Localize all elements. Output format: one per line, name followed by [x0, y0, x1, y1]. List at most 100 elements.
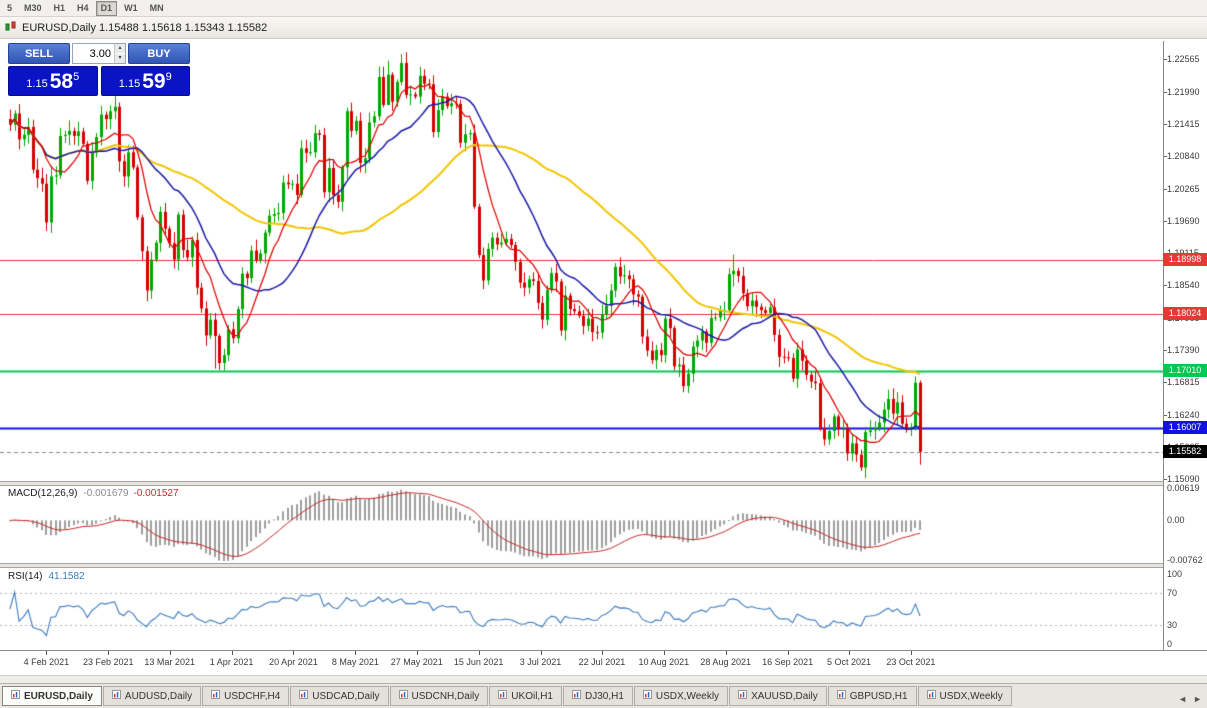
volume-spinner: ▴ ▾ [114, 44, 125, 63]
rsi-indicator-canvas[interactable] [0, 570, 1163, 648]
current-price-tag: 1.15582 [1163, 444, 1207, 458]
timeframe-button-h1[interactable]: H1 [53, 2, 66, 13]
timeframe-toolbar: 5 M30 H1 H4 D1 W1 MN [0, 0, 1207, 17]
timeframe-button-mn[interactable]: MN [149, 2, 164, 13]
tab-label: USDCHF,H4 [224, 690, 281, 702]
tab-chart-icon [738, 690, 748, 702]
tab-label: EURUSD,Daily [24, 690, 93, 702]
chart-tab-usdcad-daily[interactable]: USDCAD,Daily [290, 686, 389, 706]
chart-tab-usdchf-h4[interactable]: USDCHF,H4 [202, 686, 290, 706]
tab-label: XAUUSD,Daily [751, 690, 818, 702]
tabs-scroll-left-button[interactable]: ◄ [1178, 694, 1188, 704]
date-axis-tick [232, 651, 233, 655]
tab-scroll-arrows: ◄ ► [1178, 694, 1202, 704]
chart-title: EURUSD,Daily 1.15488 1.15618 1.15343 1.1… [22, 21, 268, 34]
horizontal-scrollbar[interactable] [0, 675, 1207, 683]
date-axis-label: 23 Feb 2021 [82, 657, 134, 667]
tab-chart-icon [398, 690, 408, 702]
chart-tab-usdcnh-daily[interactable]: USDCNH,Daily [389, 686, 489, 706]
date-axis-tick [911, 651, 912, 655]
tab-label: AUDUSD,Daily [124, 690, 193, 702]
macd-indicator-header: MACD(12,26,9) -0.001679 -0.001527 [8, 488, 179, 499]
timeframe-button-h4[interactable]: H4 [77, 2, 89, 13]
pane-divider[interactable] [0, 563, 1207, 568]
macd-main-value: -0.001679 [83, 488, 129, 499]
buy-price-head: 1.15 [118, 78, 141, 90]
volume-input[interactable]: 3.00 [89, 48, 111, 60]
date-axis-tick [541, 651, 542, 655]
tabs-scroll-right-button[interactable]: ► [1193, 694, 1202, 704]
date-axis-tick [849, 651, 850, 655]
main-chart-canvas[interactable] [0, 41, 1163, 481]
date-axis-label: 5 Oct 2021 [827, 657, 872, 667]
date-axis-label: 10 Aug 2021 [638, 657, 690, 667]
price-axis-label: 1.19690 [1167, 215, 1200, 226]
date-axis[interactable] [0, 650, 1207, 675]
date-axis-label: 23 Oct 2021 [886, 657, 936, 667]
date-axis-tick [726, 651, 727, 655]
volume-decrease-button[interactable]: ▾ [115, 54, 125, 63]
sell-price-display[interactable]: 1.15 58 5 [8, 66, 98, 96]
date-axis-tick [417, 651, 418, 655]
tab-label: USDX,Weekly [939, 690, 1003, 702]
hline-price-tag: 1.18024 [1163, 307, 1207, 321]
tab-chart-icon [498, 690, 508, 702]
chart-tab-ukoil-h1[interactable]: UKOil,H1 [489, 686, 562, 706]
tab-label: UKOil,H1 [511, 690, 553, 702]
rsi-name: RSI(14) [8, 571, 43, 582]
chart-window-icon [5, 21, 17, 35]
macd-name: MACD(12,26,9) [8, 488, 78, 499]
timeframe-button-w1[interactable]: W1 [124, 2, 138, 13]
chart-tab-usdx-weekly[interactable]: USDX,Weekly [917, 686, 1012, 706]
rsi-axis-label: 30 [1167, 619, 1178, 630]
tab-label: GBPUSD,H1 [849, 690, 908, 702]
tab-chart-icon [299, 690, 309, 702]
tab-chart-icon [571, 690, 581, 702]
chart-tab-usdx-weekly[interactable]: USDX,Weekly [633, 686, 729, 706]
timeframe-button-d1[interactable]: D1 [95, 0, 118, 16]
price-axis-tick [1164, 59, 1167, 60]
date-axis-tick [355, 651, 356, 655]
price-axis-label: 1.17390 [1167, 345, 1200, 356]
pane-divider[interactable] [0, 481, 1207, 486]
tab-chart-icon [642, 690, 652, 702]
timeframe-button-m30[interactable]: M30 [24, 2, 42, 13]
date-axis-label: 4 Feb 2021 [23, 657, 70, 667]
volume-increase-button[interactable]: ▴ [115, 44, 125, 54]
chart-tab-audusd-daily[interactable]: AUDUSD,Daily [102, 686, 202, 706]
price-axis-tick [1164, 92, 1167, 93]
tab-label: USDCNH,Daily [411, 690, 480, 702]
price-axis-tick [1164, 189, 1167, 190]
macd-axis-label: -0.00762 [1167, 555, 1203, 566]
macd-indicator-canvas[interactable] [0, 487, 1163, 561]
chart-tab-dj30-h1[interactable]: DJ30,H1 [562, 686, 633, 706]
price-axis-tick [1164, 156, 1167, 157]
date-axis-tick [479, 651, 480, 655]
timeframe-button-5[interactable]: 5 [7, 2, 13, 13]
tab-label: USDX,Weekly [655, 690, 720, 702]
date-axis-tick [293, 651, 294, 655]
price-axis-tick [1164, 415, 1167, 416]
buy-price-display[interactable]: 1.15 59 9 [100, 66, 190, 96]
macd-axis-label: 0.00619 [1167, 483, 1200, 494]
date-axis-tick [602, 651, 603, 655]
date-axis-label: 8 May 2021 [331, 657, 379, 667]
macd-axis-label: 0.00 [1167, 515, 1185, 526]
chart-tab-xauusd-daily[interactable]: XAUUSD,Daily [729, 686, 827, 706]
chart-tab-bar: EURUSD,Daily AUDUSD,Daily USDCHF,H4 USDCAD,… [0, 683, 1207, 708]
price-axis-tick [1164, 124, 1167, 125]
price-axis-tick [1164, 285, 1167, 286]
price-axis-tick [1164, 221, 1167, 222]
tab-chart-icon [926, 690, 936, 702]
volume-box: 3.00 ▴ ▾ [72, 43, 126, 64]
sell-button[interactable]: SELL [8, 43, 70, 64]
date-axis-label: 1 Apr 2021 [209, 657, 254, 667]
chart-tab-gbpusd-h1[interactable]: GBPUSD,H1 [827, 686, 917, 706]
chart-tab-eurusd-daily[interactable]: EURUSD,Daily [2, 686, 102, 706]
price-axis-label: 1.16240 [1167, 409, 1200, 420]
price-axis[interactable] [1163, 41, 1207, 650]
one-click-trading-widget: SELL 3.00 ▴ ▾ BUY 1.15 58 5 1.15 [8, 43, 190, 96]
date-axis-label: 28 Aug 2021 [700, 657, 751, 667]
buy-button[interactable]: BUY [128, 43, 190, 64]
